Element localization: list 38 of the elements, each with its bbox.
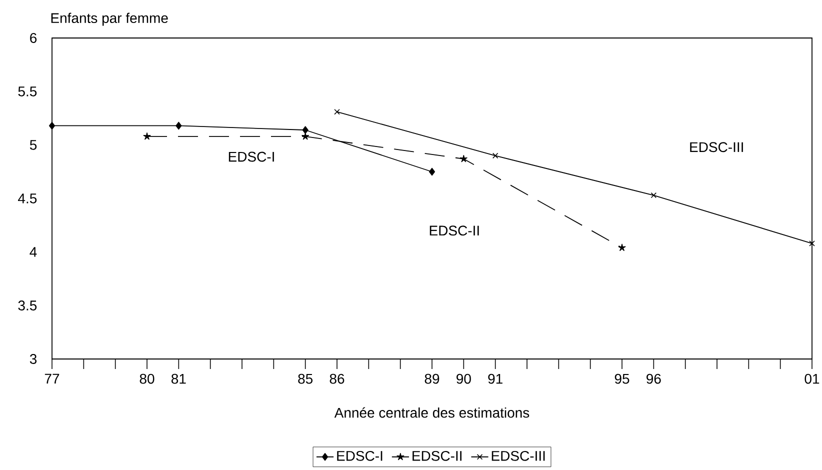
point <box>302 126 308 134</box>
x-tick-label: 85 <box>298 374 313 384</box>
point <box>460 155 468 162</box>
y-tick-label: 4 <box>30 247 37 257</box>
point <box>809 240 815 246</box>
legend-label: EDSC-III <box>492 450 545 461</box>
x-tick-label: 01 <box>804 374 820 384</box>
x-tick-label: 96 <box>646 374 661 384</box>
y-tick-label: 6 <box>30 33 37 43</box>
y-tick-label: 3.5 <box>18 300 37 310</box>
x-axis-title: Année centrale des estimations <box>334 407 530 418</box>
annotation: EDSC-II <box>430 226 479 236</box>
y-tick-label: 5 <box>30 140 37 150</box>
y-tick-label: 5.5 <box>18 86 37 96</box>
y-tick-label: 4.5 <box>18 194 37 204</box>
x-tick-label: 90 <box>456 374 471 384</box>
x-tick-label: 91 <box>488 374 502 384</box>
x-tick-label: 80 <box>140 374 154 384</box>
x-tick-label: 89 <box>424 374 440 384</box>
point <box>492 152 498 159</box>
annotation: EDSC-III <box>690 142 743 152</box>
annotation: EDSC-I <box>228 152 274 162</box>
x-tick-label: 95 <box>614 374 630 384</box>
y-axis-title: Enfants par femme <box>51 12 168 26</box>
point <box>650 192 657 198</box>
point <box>48 122 56 130</box>
point <box>428 168 436 176</box>
x-tick-label: 77 <box>44 374 60 384</box>
point <box>618 244 626 251</box>
point <box>176 122 182 130</box>
legend-label: EDSC-I <box>337 450 382 461</box>
x-tick-label: 81 <box>172 374 186 384</box>
legend-label: EDSC-II <box>412 450 462 461</box>
y-tick-label: 3 <box>30 354 37 364</box>
point <box>302 132 310 140</box>
point <box>334 108 340 115</box>
x-tick-label: 86 <box>330 374 344 384</box>
point <box>143 132 151 140</box>
